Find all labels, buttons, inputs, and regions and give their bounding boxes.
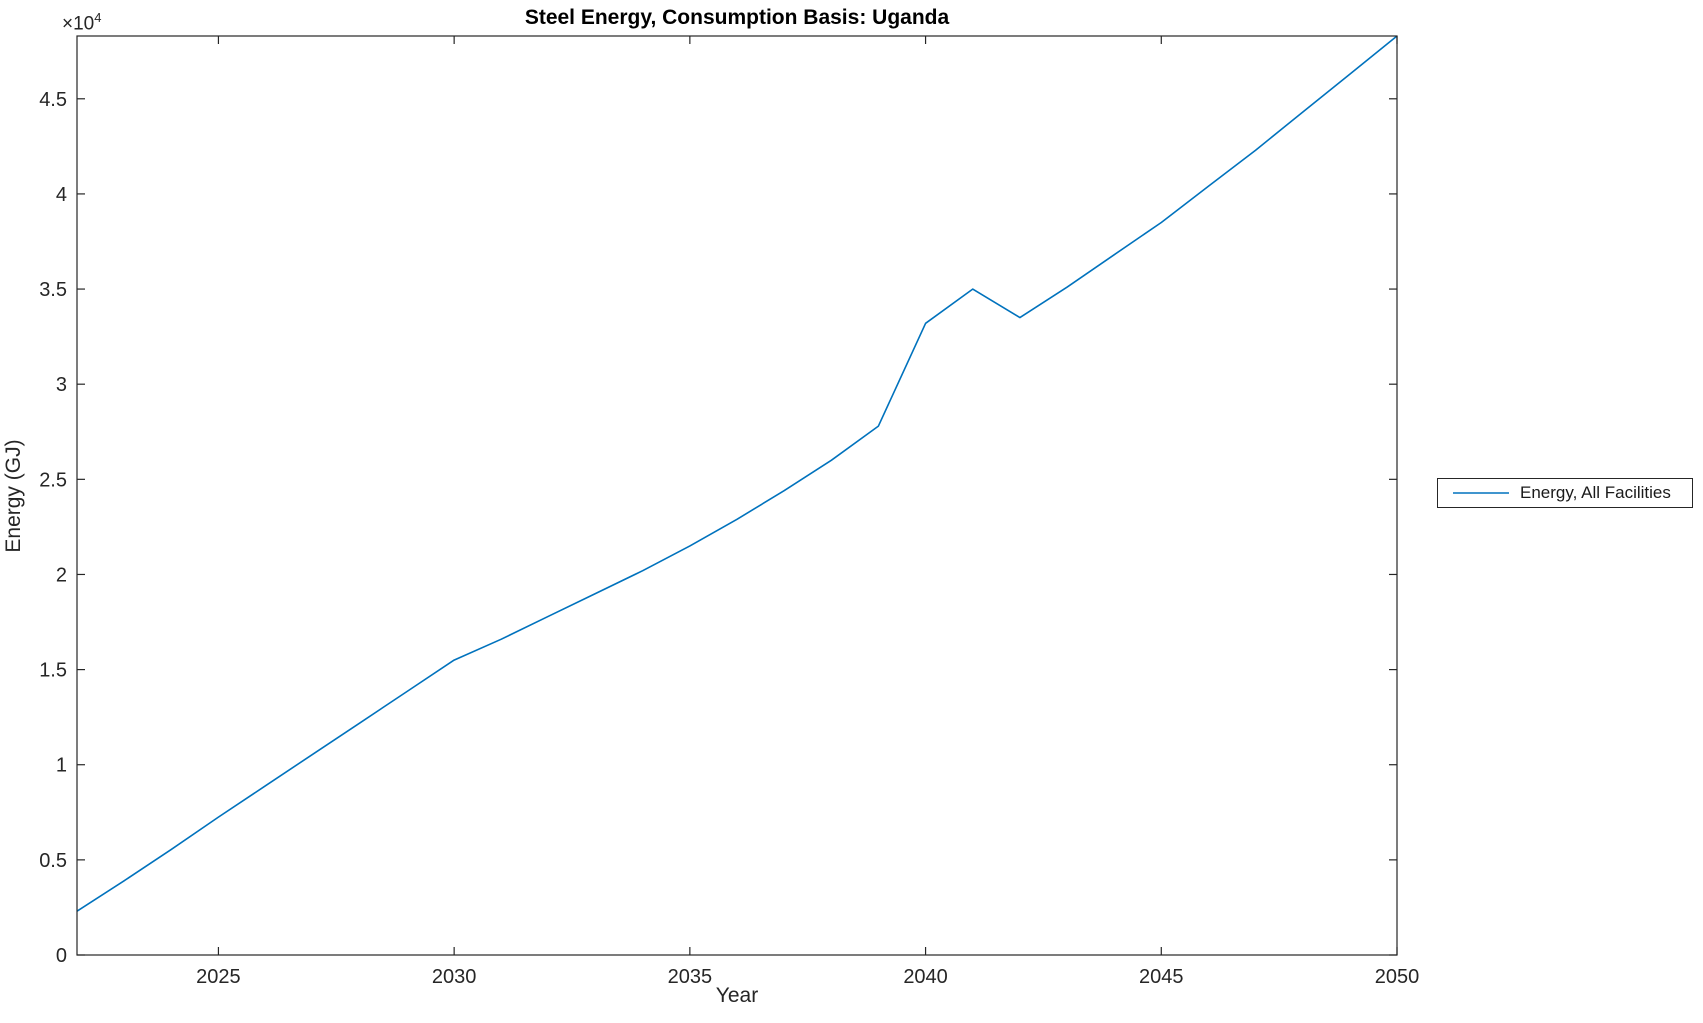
tick-label: 2050 [1375, 966, 1420, 988]
tick-label: 0 [56, 945, 67, 967]
tick-label: 3.5 [39, 279, 67, 301]
tick-label: 3 [56, 374, 67, 396]
x-tick-labels: 2025 2030 2035 2040 2045 2050 [196, 966, 1419, 988]
tick-label: 2025 [196, 966, 241, 988]
legend-line-sample [1453, 492, 1509, 494]
y-axis-scale-label: ×104 [62, 10, 101, 35]
x-axis-label: Year [715, 984, 759, 1007]
legend-entry-label: Energy, All Facilities [1520, 483, 1671, 502]
tick-label: 4 [56, 184, 67, 206]
scale-exponent: 4 [94, 10, 102, 25]
tick-label: 2030 [432, 966, 477, 988]
tick-label: 2045 [1139, 966, 1184, 988]
tick-label: 0.5 [39, 850, 67, 872]
y-axis-label: Energy (GJ) [2, 439, 25, 553]
tick-label: 1.5 [39, 660, 67, 682]
chart-title: Steel Energy, Consumption Basis: Uganda [524, 6, 950, 29]
tick-label: 2040 [903, 966, 948, 988]
y-tick-labels: 0 0.5 1 1.5 2 2.5 3 3.5 4 4.5 [39, 89, 67, 967]
tick-marks [77, 36, 1398, 956]
legend-box: Energy, All Facilities [1437, 478, 1693, 508]
scale-base: ×10 [62, 13, 95, 35]
tick-label: 2035 [668, 966, 713, 988]
tick-label: 2 [56, 564, 67, 586]
tick-label: 2.5 [39, 469, 67, 491]
energy-line [76, 35, 1398, 912]
plot-area [77, 36, 1397, 955]
axes-box [76, 35, 1398, 956]
tick-label: 4.5 [39, 89, 67, 111]
tick-label: 1 [56, 755, 67, 777]
